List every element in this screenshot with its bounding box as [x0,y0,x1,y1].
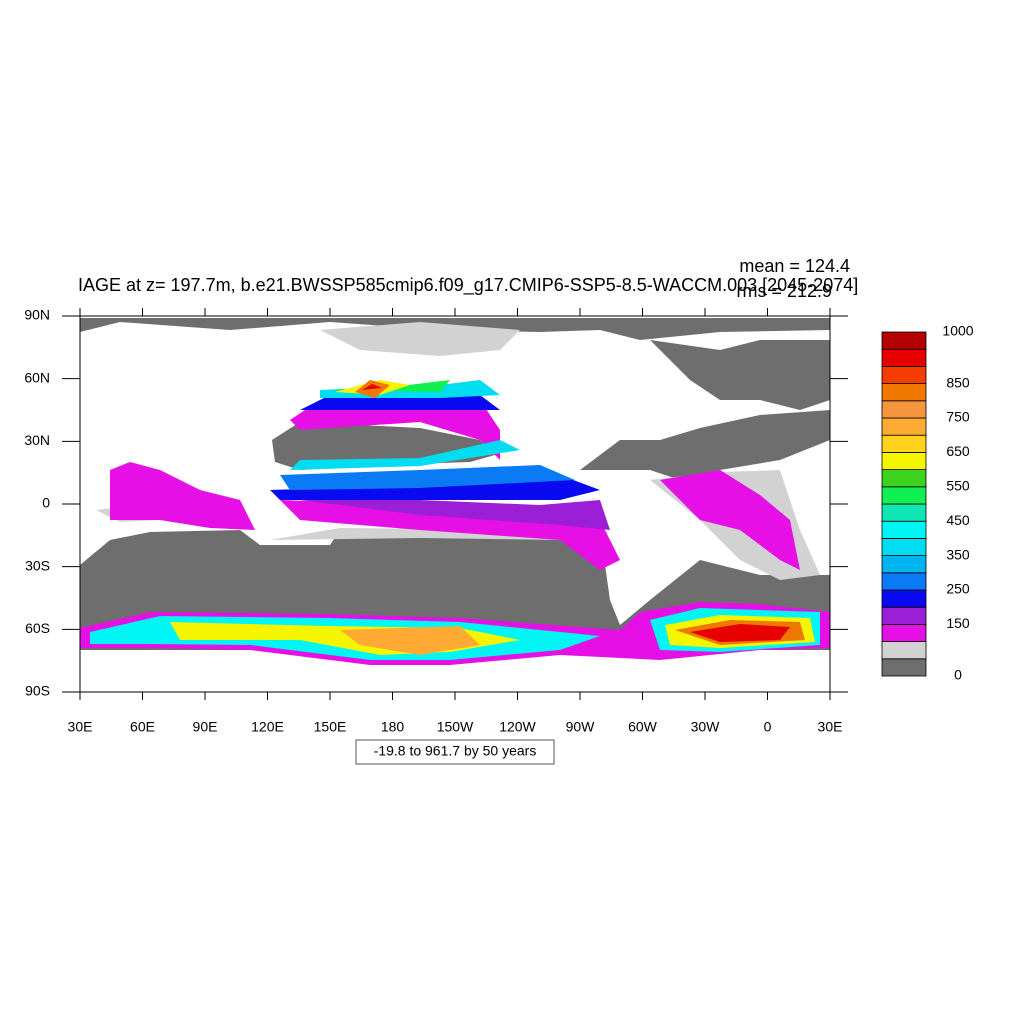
x-tick-label: 120E [251,719,284,735]
x-tick-label: 180 [381,719,405,735]
x-tick-label: 60E [130,719,155,735]
colorbar-label: 1000 [942,323,973,339]
colorbar-box [881,400,927,419]
x-tick-label: 60W [628,719,658,735]
y-tick-label: 90N [24,307,50,323]
y-tick-label: 60S [25,620,50,636]
y-tick-label: 0 [42,495,50,511]
band-magenta [660,470,800,570]
y-tick-label: 90S [25,683,50,699]
colorbar-label: 150 [946,615,970,631]
colorbar-box [881,434,927,453]
ocean-low [650,340,830,410]
colorbar-box [881,486,927,505]
band-red [362,384,382,390]
colorbar-box [881,538,927,557]
band-orange [355,380,390,398]
colorbar-box [881,555,927,574]
colorbar-label: 550 [946,478,970,494]
band-magenta [290,400,500,460]
colorbar-label: 250 [946,581,970,597]
mean-label: mean = 124.4 [739,256,850,276]
colorbar-box [881,451,927,470]
x-tick-label: 30W [691,719,721,735]
colorbar-label: 450 [946,512,970,528]
map-field [80,318,830,665]
colorbar-label: 650 [946,443,970,459]
ocean-mid [320,322,520,356]
colorbar-box [881,589,927,608]
ocean-low [580,410,830,480]
x-tick-label: 150E [314,719,347,735]
colorbar-label: 850 [946,374,970,390]
colorbar-box [881,624,927,643]
colorbar-box [881,606,927,625]
colorbar-box [881,469,927,488]
x-tick-label: 150W [437,719,474,735]
colorbar-box [881,641,927,660]
band-magenta [110,462,255,530]
colorbar-box [881,383,927,402]
band-cyan [290,440,520,470]
x-tick-label: 30E [818,719,843,735]
range-box [355,739,555,765]
colorbar-box [881,331,927,350]
y-tick-label: 60N [24,369,50,385]
x-tick-label: 90E [193,719,218,735]
colorbar-label: 350 [946,546,970,562]
colorbar-box [881,417,927,436]
colorbar-box [881,658,927,677]
x-tick-label: 30E [68,719,93,735]
colorbar-label: 0 [954,667,962,683]
colorbar-box [881,503,927,522]
band-blue [300,395,500,410]
colorbar-label: 750 [946,409,970,425]
colorbar-box [881,520,927,539]
range-label: -19.8 to 961.7 by 50 years [374,743,537,759]
colorbar-box [881,365,927,384]
colorbar-box [881,348,927,367]
band-magenta [280,500,620,570]
band-orange [340,626,480,655]
y-tick-label: 30S [25,557,50,573]
x-tick-label: 0 [764,719,772,735]
band-purple [300,500,610,530]
chart-title: IAGE at z= 197.7m, b.e21.BWSSP585cmip6.f… [78,275,858,296]
y-tick-label: 30N [24,432,50,448]
x-tick-label: 120W [499,719,536,735]
band-red [690,624,790,642]
band-sky [280,465,575,490]
x-tick-label: 90W [566,719,596,735]
rms-label: rms = 212.9 [736,281,832,301]
colorbar-box [881,572,927,591]
